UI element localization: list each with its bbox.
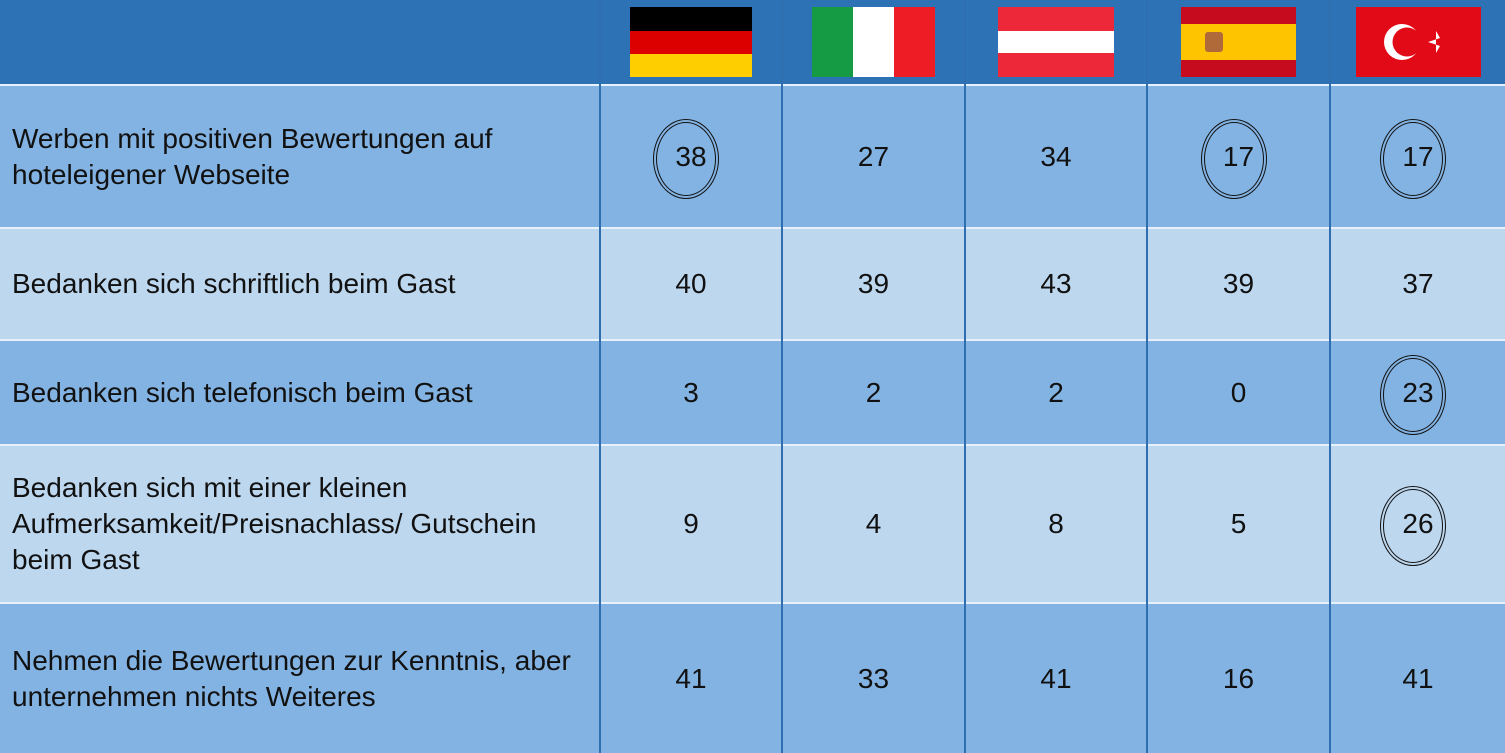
cell: 34 [964,84,1147,228]
cell: 2 [964,339,1147,445]
cell: 2 [781,339,965,445]
value: 23 [1380,354,1447,435]
row-label: Bedanken sich schriftlich beim Gast [0,227,600,340]
row-label: Werben mit positiven Bewertungen auf hot… [0,84,600,228]
row: Bedanken sich telefonisch beim Gast 3 2 … [0,339,1505,445]
row-label: Bedanken sich telefonisch beim Gast [0,339,600,445]
header-cell [964,0,1147,85]
flag-austria [998,7,1114,77]
value: 16 [1222,662,1255,694]
cell: 16 [1146,602,1330,753]
flag-turkey [1355,7,1481,77]
value: 34 [1040,140,1072,172]
value: 37 [1402,268,1434,299]
value: 3 [683,376,699,408]
cell: 17 [1146,84,1330,228]
flag-italy [812,7,935,77]
cell: 41 [1329,602,1505,753]
flag-germany [630,7,752,77]
value: 38 [653,118,720,199]
cell: 9 [599,444,782,603]
value: 26 [1380,486,1447,566]
cell: 33 [781,602,965,753]
header-row [0,0,1505,85]
flag-spain [1181,7,1296,77]
value: 39 [1222,268,1255,299]
row-label: Nehmen die Bewertungen zur Kenntnis, abe… [0,602,600,753]
value: 41 [1402,662,1434,694]
cell: 8 [964,444,1147,603]
cell: 5 [1146,444,1330,603]
value: 17 [1380,118,1447,199]
value: 8 [1048,508,1064,539]
value: 39 [857,268,890,299]
value: 41 [1040,662,1072,694]
row: Bedanken sich schriftlich beim Gast 40 3… [0,227,1505,340]
cell: 3 [599,339,782,445]
cell: 39 [781,227,965,340]
cell: 23 [1329,339,1505,445]
value: 2 [865,376,882,408]
value: 4 [865,508,882,539]
header-cell [1146,0,1330,85]
value: 5 [1230,508,1247,539]
cell: 0 [1146,339,1330,445]
cell: 4 [781,444,965,603]
cell: 17 [1329,84,1505,228]
header-cell [781,0,965,85]
value: 41 [675,662,707,694]
cell: 41 [964,602,1147,753]
row: Nehmen die Bewertungen zur Kenntnis, abe… [0,602,1505,753]
value: 9 [683,508,699,539]
value: 2 [1048,376,1064,408]
header-cell [599,0,782,85]
value: 43 [1040,268,1072,299]
cell: 41 [599,602,782,753]
value: 17 [1200,118,1268,199]
cell: 39 [1146,227,1330,340]
cell: 37 [1329,227,1505,340]
cell: 43 [964,227,1147,340]
row: Bedanken sich mit einer kleinen Aufmerks… [0,444,1505,603]
row-label: Bedanken sich mit einer kleinen Aufmerks… [0,444,600,603]
value: 40 [675,268,707,299]
cell: 26 [1329,444,1505,603]
row: Werben mit positiven Bewertungen auf hot… [0,84,1505,228]
header-cell [1329,0,1505,85]
value: 33 [857,662,890,694]
value: 0 [1230,376,1247,408]
header-cell [0,0,600,85]
value: 27 [857,140,890,172]
cell: 38 [599,84,782,228]
cell: 40 [599,227,782,340]
cell: 27 [781,84,965,228]
